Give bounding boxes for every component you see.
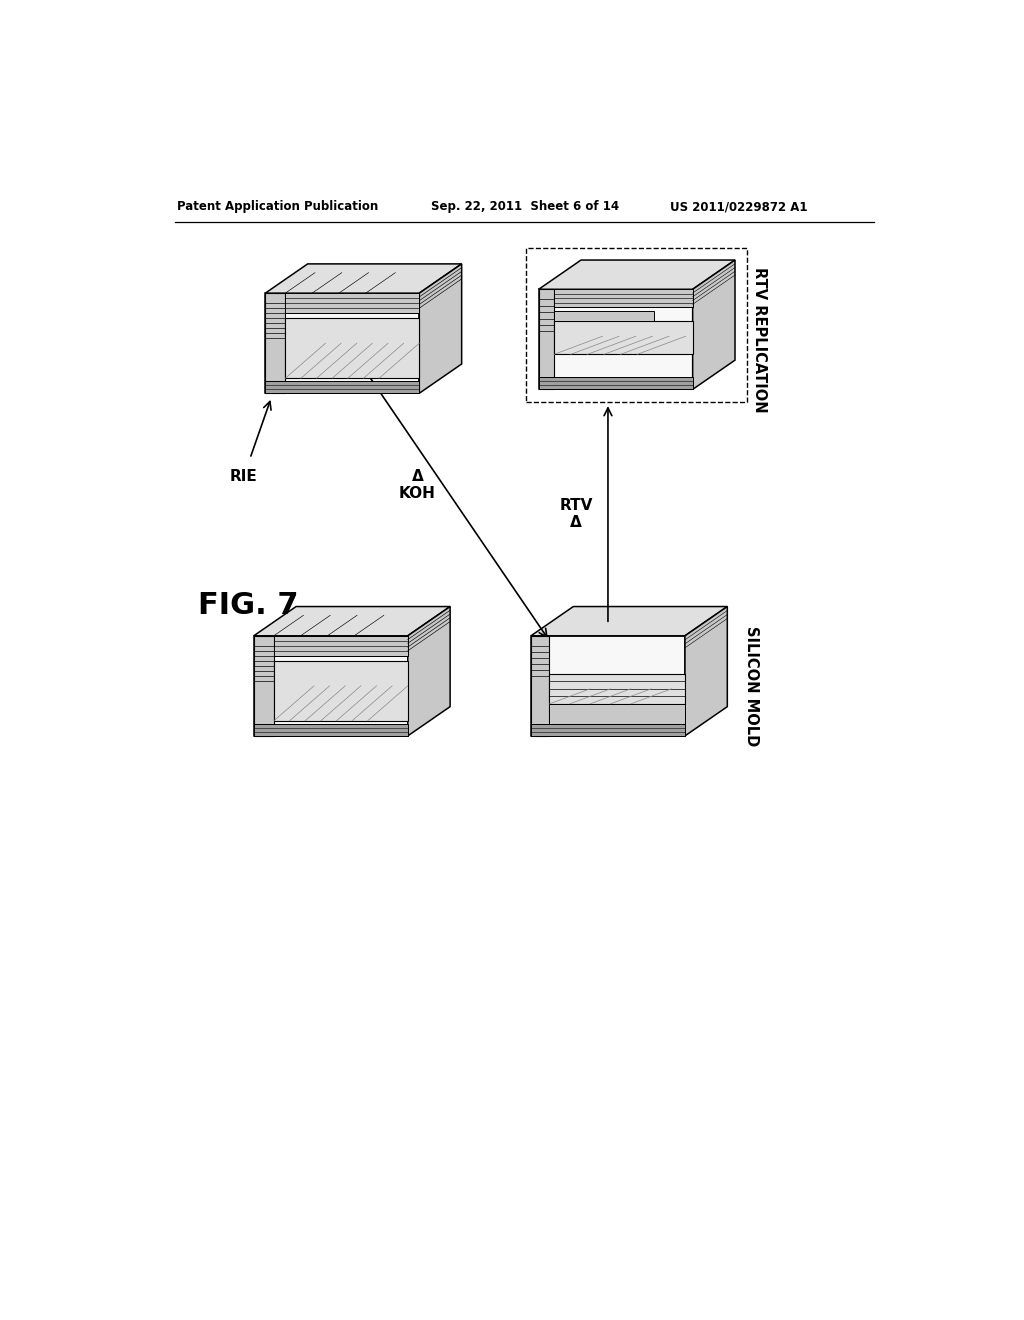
Text: RTV REPLICATION: RTV REPLICATION — [752, 267, 767, 412]
Text: Patent Application Publication: Patent Application Publication — [177, 201, 378, 214]
Polygon shape — [531, 723, 685, 737]
Text: FIG. 7: FIG. 7 — [199, 590, 299, 619]
Polygon shape — [254, 636, 273, 737]
Text: Sep. 22, 2011  Sheet 6 of 14: Sep. 22, 2011 Sheet 6 of 14 — [431, 201, 618, 214]
Polygon shape — [265, 381, 419, 393]
Polygon shape — [273, 661, 408, 721]
Polygon shape — [254, 607, 451, 636]
Polygon shape — [286, 318, 419, 379]
Polygon shape — [254, 723, 408, 737]
Polygon shape — [550, 673, 685, 704]
Polygon shape — [265, 293, 286, 393]
Polygon shape — [265, 264, 462, 293]
Polygon shape — [539, 289, 692, 389]
Text: Δ
KOH: Δ KOH — [399, 469, 436, 502]
Polygon shape — [265, 293, 419, 393]
Polygon shape — [408, 607, 451, 737]
Text: US 2011/0229872 A1: US 2011/0229872 A1 — [670, 201, 807, 214]
Text: RIE: RIE — [229, 470, 258, 484]
Polygon shape — [273, 636, 408, 656]
Polygon shape — [685, 607, 727, 737]
Polygon shape — [254, 636, 408, 737]
Polygon shape — [554, 312, 654, 321]
Polygon shape — [554, 289, 692, 308]
Polygon shape — [539, 289, 554, 389]
Polygon shape — [539, 378, 692, 389]
Polygon shape — [692, 260, 735, 389]
Polygon shape — [554, 321, 692, 354]
Polygon shape — [419, 264, 462, 393]
Text: RTV
Δ: RTV Δ — [559, 498, 593, 529]
Polygon shape — [531, 636, 550, 737]
Polygon shape — [286, 293, 419, 313]
Text: SILICON MOLD: SILICON MOLD — [744, 626, 759, 746]
Polygon shape — [539, 260, 735, 289]
Polygon shape — [531, 636, 685, 737]
Polygon shape — [550, 704, 685, 723]
Polygon shape — [531, 607, 727, 636]
